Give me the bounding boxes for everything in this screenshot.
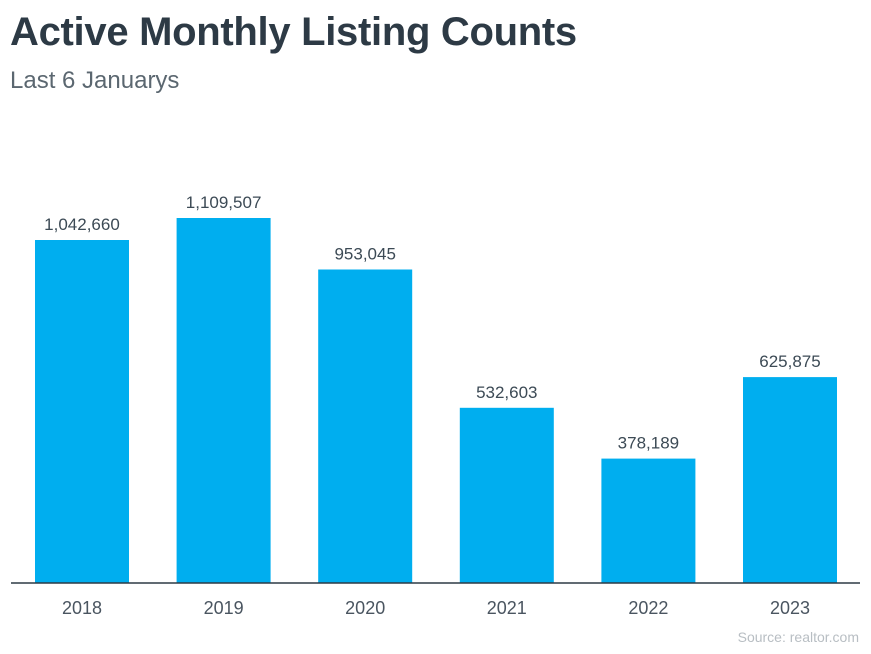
bar-2022 bbox=[601, 458, 696, 583]
x-tick-label-2023: 2023 bbox=[770, 598, 810, 618]
bar-2018 bbox=[35, 240, 129, 583]
x-tick-label-2022: 2022 bbox=[628, 598, 668, 618]
bar-2020 bbox=[318, 269, 413, 583]
chart-title: Active Monthly Listing Counts bbox=[10, 10, 577, 54]
x-tick-labels-layer: 2018 2019 2020 2021 2022 2023 bbox=[62, 598, 810, 618]
data-label-2023: 625,875 bbox=[759, 352, 820, 371]
data-label-2019: 1,109,507 bbox=[186, 193, 262, 212]
bar-2021 bbox=[459, 407, 554, 583]
x-tick-label-2021: 2021 bbox=[487, 598, 527, 618]
x-tick-label-2020: 2020 bbox=[345, 598, 385, 618]
data-labels-layer: 1,042,660 1,109,507 953,045 532,603 378,189 6… bbox=[44, 193, 821, 453]
data-label-2018: 1,042,660 bbox=[44, 215, 120, 234]
bar-2023 bbox=[743, 377, 837, 583]
source-note: Source: realtor.com bbox=[737, 629, 859, 645]
x-tick-label-2019: 2019 bbox=[204, 598, 244, 618]
chart-subtitle: Last 6 Januarys bbox=[10, 67, 180, 94]
bars-layer bbox=[35, 218, 837, 583]
data-label-2020: 953,045 bbox=[334, 245, 395, 264]
bar-2019 bbox=[176, 218, 271, 583]
x-tick-label-2018: 2018 bbox=[62, 598, 102, 618]
data-label-2022: 378,189 bbox=[618, 434, 679, 453]
data-label-2021: 532,603 bbox=[476, 383, 537, 402]
